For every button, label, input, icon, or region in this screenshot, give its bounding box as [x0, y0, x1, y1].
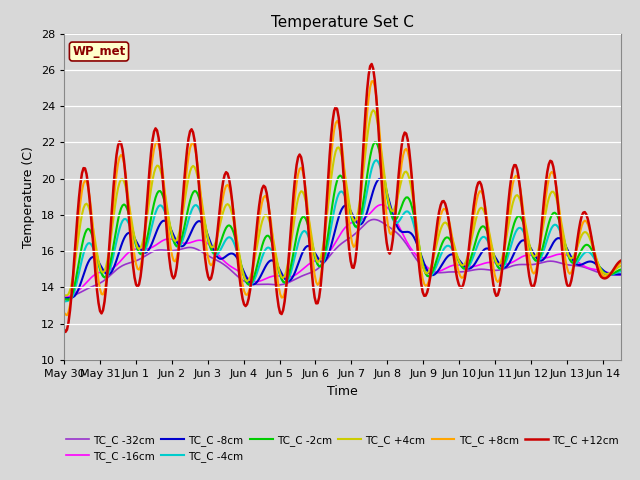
TC_C +4cm	[617, 263, 625, 269]
Line: TC_C -16cm: TC_C -16cm	[64, 205, 621, 298]
Line: TC_C +12cm: TC_C +12cm	[64, 64, 621, 332]
TC_C +4cm	[369, 108, 377, 113]
TC_C +12cm	[368, 61, 376, 67]
TC_C -16cm	[378, 202, 386, 208]
TC_C +4cm	[132, 240, 140, 246]
TC_C -8cm	[375, 176, 383, 182]
TC_C +12cm	[608, 269, 616, 275]
Line: TC_C +8cm: TC_C +8cm	[64, 81, 621, 315]
TC_C -2cm	[346, 203, 353, 208]
TC_C -4cm	[617, 269, 625, 275]
TC_C -16cm	[152, 242, 159, 248]
TC_C -8cm	[607, 272, 614, 277]
TC_C +12cm	[346, 246, 353, 252]
TC_C -32cm	[344, 237, 351, 242]
TC_C -32cm	[152, 248, 159, 253]
TC_C -2cm	[65, 297, 72, 302]
TC_C -16cm	[131, 247, 138, 252]
TC_C -2cm	[132, 241, 140, 247]
TC_C -8cm	[470, 263, 477, 268]
TC_C -2cm	[608, 271, 616, 277]
TC_C +12cm	[132, 282, 140, 288]
TC_C -2cm	[153, 191, 161, 196]
TC_C +12cm	[617, 258, 625, 264]
TC_C -4cm	[152, 210, 159, 216]
TC_C -4cm	[248, 281, 255, 287]
TC_C -8cm	[344, 204, 351, 209]
TC_C -32cm	[131, 258, 138, 264]
TC_C -2cm	[617, 267, 625, 273]
TC_C -8cm	[152, 231, 159, 237]
TC_C +8cm	[472, 205, 479, 211]
TC_C -4cm	[470, 252, 477, 258]
TC_C -2cm	[472, 240, 479, 246]
TC_C +8cm	[346, 220, 353, 226]
TC_C -8cm	[60, 295, 68, 301]
TC_C -2cm	[60, 296, 68, 302]
TC_C +8cm	[369, 78, 377, 84]
TC_C +4cm	[153, 163, 161, 168]
TC_C +12cm	[249, 262, 257, 267]
TC_C -4cm	[344, 202, 351, 207]
TC_C -16cm	[248, 277, 255, 283]
TC_C +4cm	[472, 219, 479, 225]
TC_C +8cm	[60, 310, 68, 315]
TC_C -32cm	[60, 295, 68, 300]
TC_C +8cm	[249, 266, 257, 272]
TC_C -32cm	[617, 272, 625, 277]
TC_C -8cm	[131, 235, 138, 241]
Y-axis label: Temperature (C): Temperature (C)	[22, 146, 35, 248]
TC_C +4cm	[63, 292, 71, 298]
TC_C -4cm	[131, 238, 138, 244]
TC_C -16cm	[617, 272, 625, 278]
TC_C +8cm	[63, 312, 71, 318]
Text: WP_met: WP_met	[72, 45, 125, 58]
TC_C -2cm	[249, 276, 257, 282]
TC_C +12cm	[153, 128, 161, 133]
Line: TC_C -32cm: TC_C -32cm	[64, 219, 621, 298]
TC_C -16cm	[60, 295, 68, 300]
TC_C -4cm	[60, 299, 68, 304]
Line: TC_C -8cm: TC_C -8cm	[64, 179, 621, 298]
TC_C -32cm	[248, 281, 255, 287]
TC_C -4cm	[607, 272, 614, 277]
TC_C +4cm	[608, 269, 616, 275]
TC_C +8cm	[617, 260, 625, 266]
TC_C +4cm	[346, 200, 353, 206]
TC_C -16cm	[607, 270, 614, 276]
Line: TC_C -4cm: TC_C -4cm	[64, 160, 621, 301]
TC_C +12cm	[60, 326, 68, 332]
Line: TC_C -2cm: TC_C -2cm	[64, 143, 621, 300]
TC_C +4cm	[249, 264, 257, 269]
TC_C -8cm	[248, 281, 255, 287]
TC_C +12cm	[472, 192, 479, 198]
TC_C -8cm	[617, 272, 625, 277]
TC_C +8cm	[153, 139, 161, 145]
TC_C -2cm	[371, 140, 378, 145]
TC_C -4cm	[372, 157, 380, 163]
TC_C +4cm	[60, 292, 68, 298]
TC_C +8cm	[608, 270, 616, 276]
X-axis label: Time: Time	[327, 384, 358, 397]
Legend: TC_C -32cm, TC_C -16cm, TC_C -8cm, TC_C -4cm, TC_C -2cm, TC_C +4cm, TC_C +8cm, T: TC_C -32cm, TC_C -16cm, TC_C -8cm, TC_C …	[62, 431, 623, 466]
TC_C +12cm	[61, 329, 69, 335]
TC_C -32cm	[607, 271, 614, 277]
TC_C -16cm	[344, 222, 351, 228]
TC_C -16cm	[470, 264, 477, 269]
Line: TC_C +4cm: TC_C +4cm	[64, 110, 621, 295]
TC_C -32cm	[371, 216, 378, 222]
TC_C -32cm	[470, 267, 477, 273]
Title: Temperature Set C: Temperature Set C	[271, 15, 414, 30]
TC_C +8cm	[132, 261, 140, 267]
